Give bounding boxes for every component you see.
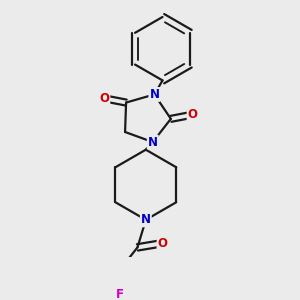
Text: N: N [149,88,159,101]
Text: O: O [99,92,110,105]
Text: N: N [141,213,151,226]
Text: N: N [148,136,158,148]
Text: F: F [116,288,124,300]
Text: O: O [188,108,198,121]
Text: O: O [158,237,167,250]
